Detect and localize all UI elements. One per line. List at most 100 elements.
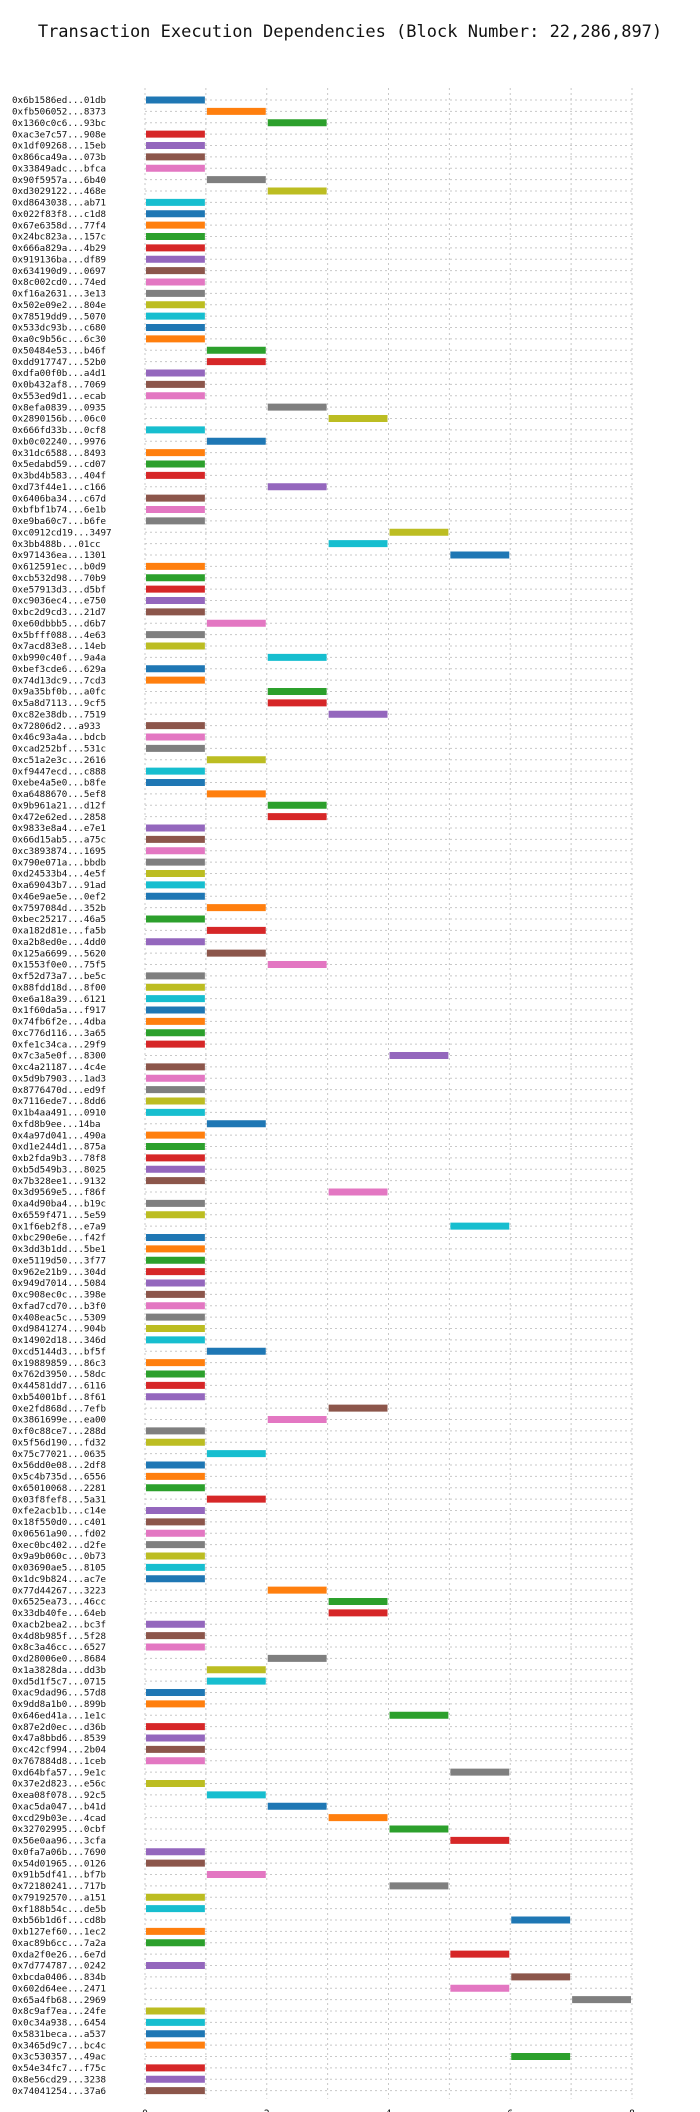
- transaction-label: 0xbef3cde6...629a: [12, 664, 106, 675]
- transaction-bar: [146, 915, 205, 923]
- transaction-label: 0xb2fda9b3...78f8: [12, 1153, 106, 1164]
- transaction-bar: [146, 1472, 205, 1480]
- transaction-bar: [328, 540, 388, 548]
- transaction-label: 0x553ed9d1...ecab: [12, 391, 106, 402]
- transaction-label: 0xfd8b9ee...14ba: [12, 1119, 101, 1130]
- transaction-bar: [146, 233, 205, 240]
- transaction-label: 0x612591ec...b0d9: [12, 562, 106, 573]
- transaction-label: 0xfad7cd70...b3f0: [12, 1301, 106, 1312]
- transaction-label: 0xd73f44e1...c166: [12, 482, 106, 493]
- transaction-label: 0xd5d1f5c7...0715: [12, 1676, 106, 1687]
- transaction-bar: [206, 1791, 266, 1799]
- transaction-bar: [146, 631, 205, 639]
- transaction-bar: [146, 1336, 205, 1344]
- transaction-bar: [146, 1529, 205, 1537]
- transaction-label: 0x919136ba...df89: [12, 254, 106, 265]
- transaction-label: 0x9dd8a1b0...899b: [12, 1699, 106, 1710]
- transaction-bar: [267, 688, 327, 695]
- transaction-bar: [146, 1268, 205, 1276]
- transaction-bar: [146, 574, 205, 582]
- transaction-bar: [146, 1563, 205, 1571]
- transaction-label: 0x767884d8...1ceb: [12, 1756, 106, 1767]
- transaction-label: 0xe5119d50...3f77: [12, 1255, 106, 1266]
- transaction-bar: [146, 1927, 205, 1935]
- transaction-label: 0x6406ba34...c67d: [12, 493, 106, 504]
- x-tick-label: 8: [629, 2109, 635, 2112]
- transaction-bar: [146, 198, 205, 206]
- transaction-bar: [146, 1438, 205, 1446]
- transaction-bar: [146, 1745, 205, 1753]
- transaction-bar: [206, 904, 266, 912]
- transaction-bar: [206, 1347, 266, 1355]
- transaction-label: 0xacb2bea2...bc3f: [12, 1619, 106, 1630]
- transaction-label: 0xb56b1d6f...cd8b: [12, 1915, 106, 1926]
- transaction-label: 0xd3029122...468e: [12, 186, 106, 197]
- transaction-label: 0xe9ba60c7...b6fe: [12, 516, 106, 527]
- transaction-label: 0xea08f078...92c5: [12, 1790, 106, 1801]
- transaction-bar: [206, 619, 266, 627]
- transaction-label: 0x1360c0c6...93bc: [12, 118, 106, 129]
- transaction-bar: [206, 926, 266, 934]
- transaction-label: 0xf52d73a7...be5c: [12, 971, 106, 982]
- transaction-label: 0x74fb6f2e...4dba: [12, 1017, 106, 1028]
- transaction-label: 0xc3893874...1695: [12, 846, 106, 857]
- transaction-bar: [146, 1279, 205, 1287]
- transaction-bar: [146, 471, 205, 479]
- transaction-label: 0x72806d2...a933: [12, 721, 101, 732]
- transaction-bar: [450, 1222, 510, 1230]
- x-tick-label: 0: [142, 2109, 148, 2112]
- transaction-bar: [146, 1905, 205, 1913]
- transaction-bar: [146, 289, 205, 297]
- transaction-label: 0x8e56cd29...3238: [12, 2074, 106, 2085]
- transaction-label: 0x32702995...0cbf: [12, 1824, 106, 1835]
- transaction-bar: [450, 551, 510, 559]
- transaction-bar: [146, 779, 205, 786]
- transaction-label: 0x408eac5c...5309: [12, 1312, 106, 1323]
- transaction-label: 0xc51a2e3c...2616: [12, 755, 106, 766]
- transaction-label: 0x634190d9...0697: [12, 266, 106, 277]
- transaction-bar: [146, 130, 205, 138]
- transaction-label: 0x67e6358d...77f4: [12, 220, 107, 231]
- transaction-label: 0xbc290e6e...f42f: [12, 1233, 106, 1244]
- transaction-label: 0x1df09268...15eb: [12, 141, 106, 152]
- transaction-label: 0x19889859...86c3: [12, 1358, 106, 1369]
- transaction-label: 0xe6a18a39...6121: [12, 994, 106, 1005]
- transaction-label: 0xa2b8ed0e...4dd0: [12, 937, 106, 948]
- transaction-bar: [146, 1302, 205, 1310]
- transaction-bar: [267, 403, 327, 411]
- transaction-label: 0x0c34a938...6454: [12, 2018, 107, 2029]
- transaction-label: 0xc776d116...3a65: [12, 1028, 106, 1039]
- transaction-label: 0x74041254...37a6: [12, 2086, 106, 2097]
- transaction-bar: [450, 1836, 510, 1844]
- transaction-bar: [146, 392, 205, 400]
- transaction-bar: [267, 1416, 327, 1423]
- transaction-label: 0x3dd3b1dd...5be1: [12, 1244, 106, 1255]
- transaction-label: 0xb0c02240...9976: [12, 436, 106, 447]
- transaction-label: 0x8c002cd0...74ed: [12, 277, 106, 288]
- transaction-bar: [206, 1495, 266, 1503]
- transaction-label: 0x06561a90...fd02: [12, 1528, 106, 1539]
- transaction-bar: [146, 301, 205, 309]
- transaction-bar: [146, 870, 205, 877]
- transaction-bar: [267, 801, 327, 809]
- transaction-bar: [146, 1154, 205, 1162]
- transaction-label: 0xb5d549b3...8025: [12, 1164, 106, 1175]
- transaction-bar: [146, 1097, 205, 1105]
- transaction-bar: [267, 1654, 327, 1662]
- transaction-bar: [146, 1939, 205, 1947]
- transaction-bar: [146, 1723, 205, 1731]
- transaction-bar: [146, 210, 205, 218]
- transaction-bar: [146, 1017, 205, 1025]
- transaction-bar: [146, 1643, 205, 1651]
- transaction-bar: [146, 1234, 205, 1241]
- transaction-label: 0xdfa00f0b...a4d1: [12, 368, 106, 379]
- transaction-label: 0x54d01965...0126: [12, 1858, 106, 1869]
- transaction-bar: [146, 2087, 205, 2095]
- transaction-label: 0x33db40fe...64eb: [12, 1608, 106, 1619]
- transaction-bar: [146, 892, 205, 900]
- transaction-label: 0x971436ea...1301: [12, 550, 106, 561]
- transaction-label: 0xcb532d98...70b9: [12, 573, 106, 584]
- x-tick-label: 6: [507, 2109, 513, 2112]
- transaction-bar: [146, 1518, 205, 1526]
